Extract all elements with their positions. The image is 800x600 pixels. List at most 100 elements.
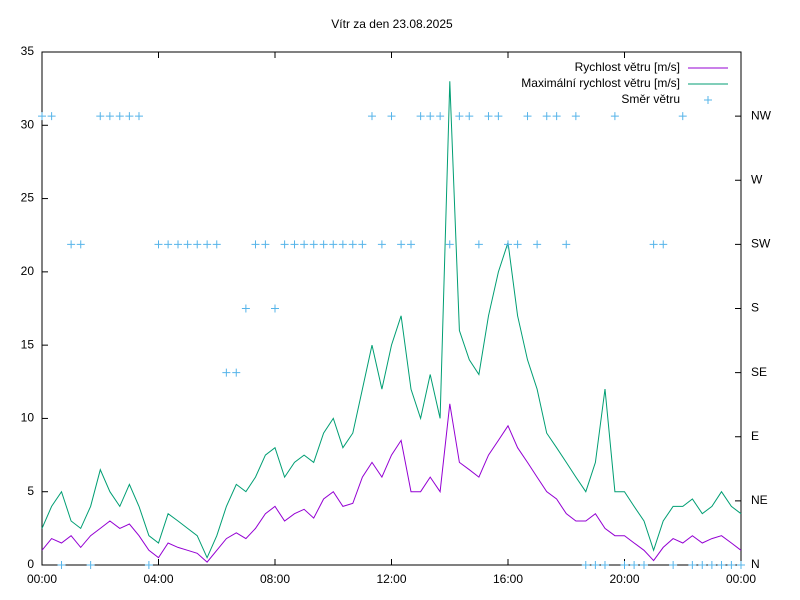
direction-point [649,240,658,249]
legend-marker [704,96,712,104]
y2-tick-label: E [751,429,759,443]
direction-point [504,240,512,249]
direction-point [134,112,143,121]
y2-tick-label: S [751,301,759,315]
direction-point [115,112,124,121]
x-tick-label: 04:00 [143,572,173,586]
direction-point [164,240,173,249]
direction-point [319,240,328,249]
direction-point [581,561,590,569]
direction-point [96,112,105,121]
y-tick-label: 20 [21,264,35,278]
direction-point [154,240,163,249]
direction-point [455,112,464,121]
series-line [41,403,742,563]
direction-point [717,561,726,569]
y2-tick-label: SW [751,237,771,251]
direction-point [533,240,542,249]
direction-point [203,240,212,249]
x-tick-label: 12:00 [376,572,406,586]
direction-point [397,240,406,249]
direction-point [620,561,629,569]
direction-point [57,561,66,569]
direction-point [426,112,435,121]
direction-point [222,368,231,377]
direction-point [474,240,483,249]
direction-point [251,240,260,249]
legend-label: Směr větru [621,92,680,106]
x-tick-label: 20:00 [609,572,639,586]
direction-point [183,240,192,249]
direction-point [678,112,687,121]
direction-point [630,561,639,569]
direction-point [552,112,561,121]
direction-point [436,112,445,121]
direction-point [513,240,522,249]
direction-point [193,240,202,249]
direction-point [105,112,114,121]
direction-point [329,240,338,249]
direction-point [727,561,736,569]
direction-point [280,240,289,249]
direction-point [387,112,396,121]
x-tick-label: 00:00 [726,572,756,586]
direction-point [241,304,250,313]
x-tick-label: 08:00 [260,572,290,586]
y-tick-label: 0 [27,557,34,571]
chart-title: Vítr za den 23.08.2025 [331,17,453,31]
direction-point [358,240,367,249]
direction-point [407,240,416,249]
y-tick-label: 30 [21,117,35,131]
direction-point [232,368,241,377]
direction-point [571,112,580,121]
direction-point [367,112,376,121]
direction-point [416,112,425,121]
direction-point [445,240,454,249]
direction-point [125,112,134,121]
y-tick-label: 10 [21,411,35,425]
direction-point [591,561,600,569]
direction-point [669,561,678,569]
direction-point [261,240,270,249]
direction-point [348,240,357,249]
y-tick-label: 25 [21,191,35,205]
y-tick-label: 5 [27,484,34,498]
direction-point [688,561,697,569]
direction-point [144,561,153,569]
direction-point [698,561,707,569]
direction-point [640,561,649,569]
direction-point [707,561,716,569]
direction-point [737,561,745,569]
direction-point [523,112,532,121]
x-tick-label: 16:00 [493,572,523,586]
x-tick-label: 00:00 [27,572,57,586]
y-tick-label: 35 [21,44,35,58]
y-tick-label: 15 [21,337,35,351]
direction-point [300,240,309,249]
direction-point [494,112,503,121]
direction-point [610,112,619,121]
legend-label: Maximální rychlost větru [m/s] [521,76,680,90]
direction-point [47,112,56,121]
direction-point [600,561,609,569]
direction-point [67,240,76,249]
direction-point [174,240,183,249]
direction-point [484,112,493,121]
direction-point [271,304,279,313]
series-line [41,81,742,559]
direction-point [86,561,95,569]
direction-point [212,240,221,249]
direction-point [290,240,299,249]
y2-tick-label: W [751,172,763,186]
legend-label: Rychlost větru [m/s] [575,60,680,74]
direction-point [338,240,347,249]
y2-tick-label: N [751,557,760,571]
y2-tick-label: SE [751,365,767,379]
direction-point [465,112,474,121]
direction-point [562,240,571,249]
direction-point [38,112,46,121]
direction-point [542,112,551,121]
y2-tick-label: NW [751,108,772,122]
